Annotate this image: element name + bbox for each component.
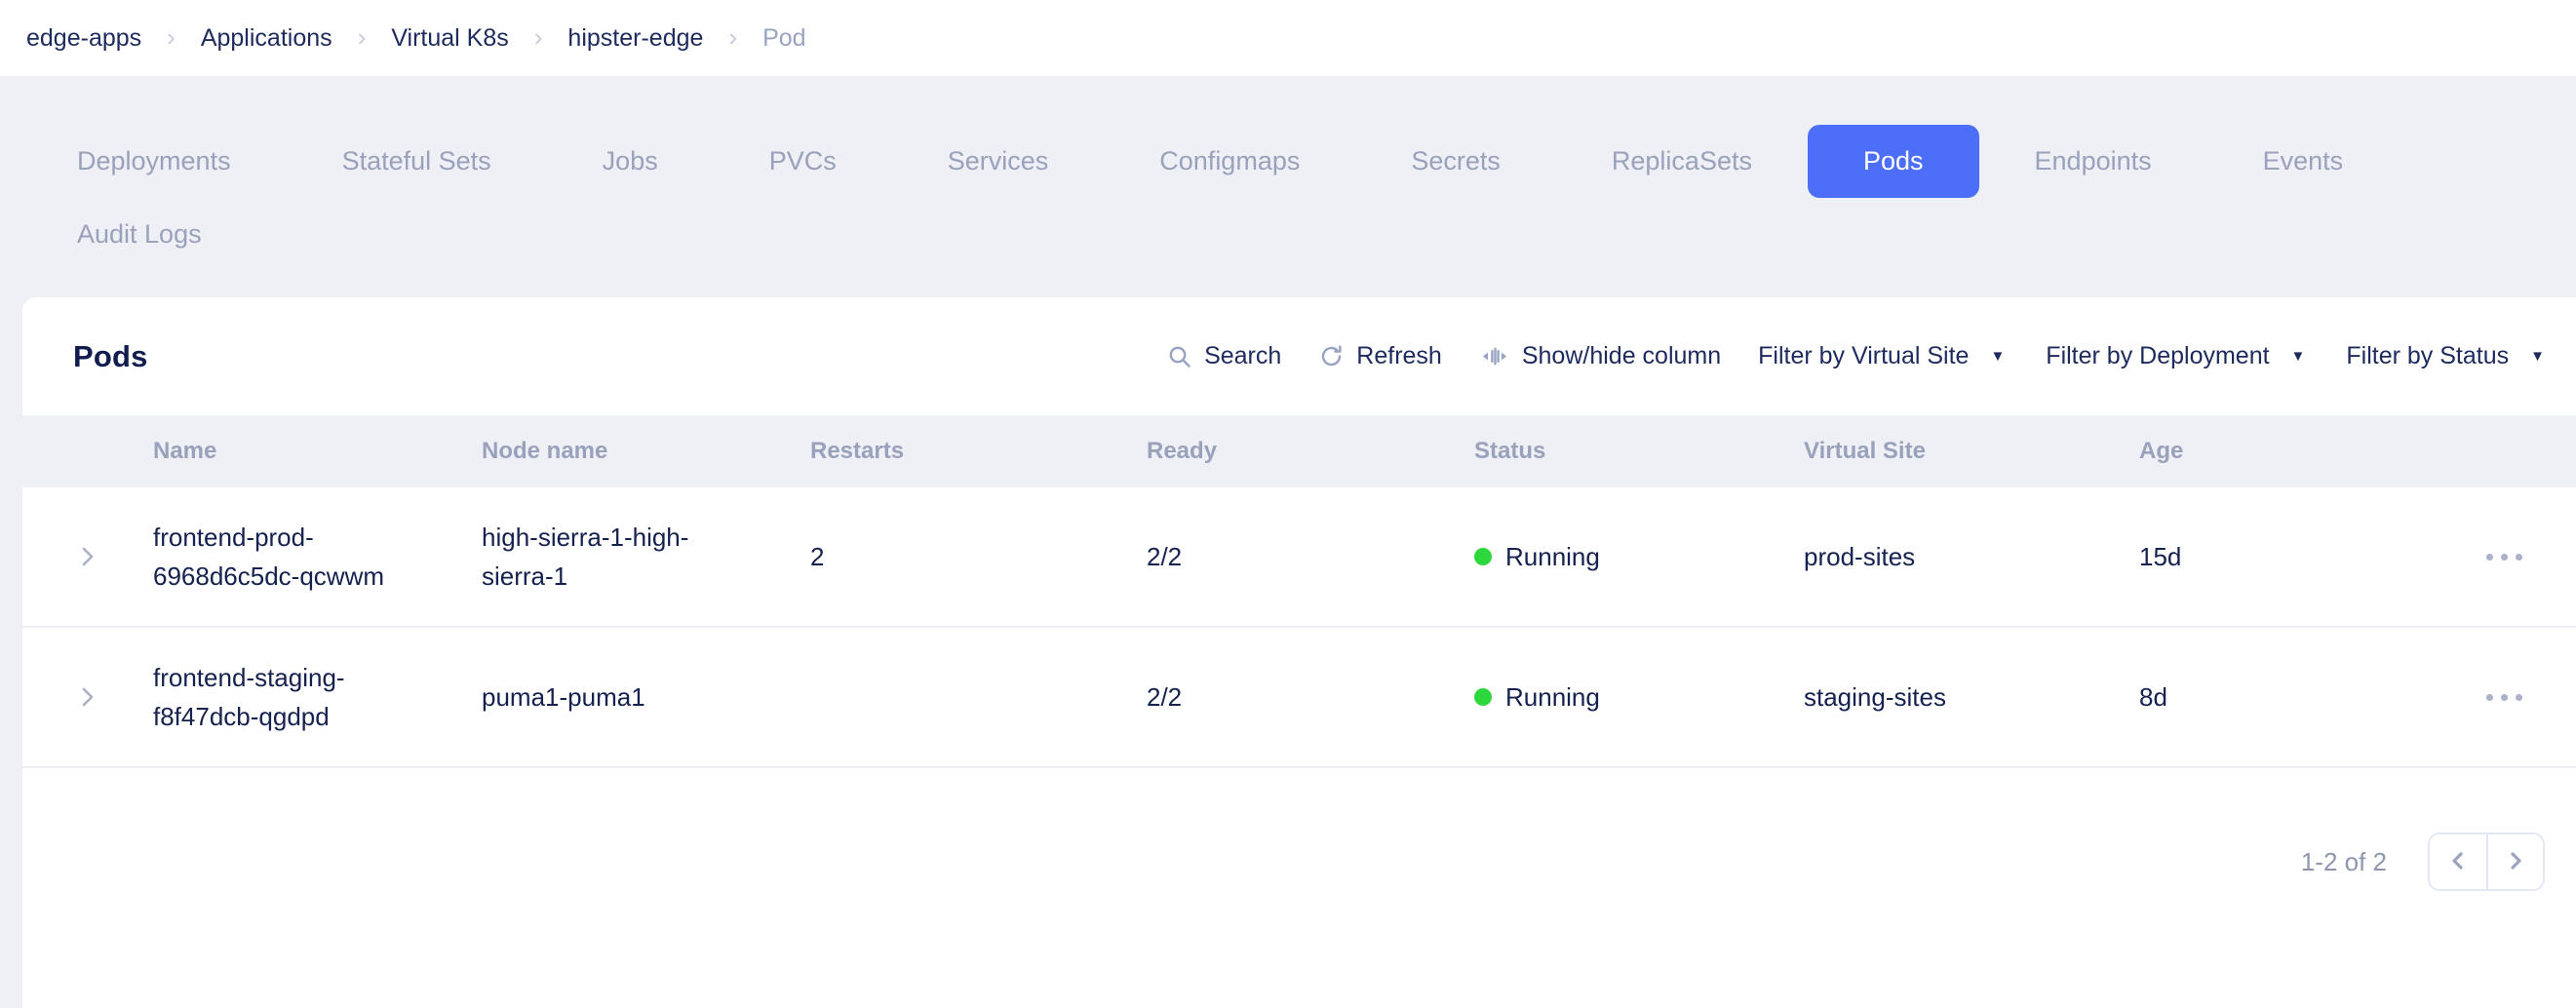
chevron-left-icon [2447, 848, 2469, 876]
filter-by-status-dropdown[interactable]: Filter by Status ▼ [2346, 342, 2545, 370]
breadcrumb-separator-icon: › [533, 21, 543, 52]
status-running-dot-icon [1474, 688, 1492, 706]
search-icon [1167, 344, 1192, 369]
refresh-icon [1318, 343, 1345, 369]
column-header-restarts: Restarts [810, 438, 905, 464]
virtual-site-cell: prod-sites [1804, 541, 1916, 571]
pod-name-cell[interactable]: frontend-staging-f8f47dcb-qgdpd [153, 662, 345, 731]
tab-audit-logs[interactable]: Audit Logs [77, 219, 202, 249]
column-header-status: Status [1474, 438, 1546, 464]
tab-jobs[interactable]: Jobs [602, 146, 658, 175]
status-cell: Running [1474, 542, 1804, 572]
tab-configmaps[interactable]: Configmaps [1159, 146, 1301, 175]
node-name-cell: high-sierra-1-high-sierra-1 [482, 522, 689, 591]
column-header-node-name: Node name [482, 438, 608, 464]
caret-down-icon: ▼ [1990, 348, 2006, 365]
refresh-button[interactable]: Refresh [1318, 342, 1442, 370]
pagination: 1-2 of 2 [22, 833, 2576, 891]
breadcrumb-separator-icon: › [728, 21, 738, 52]
age-cell: 8d [2139, 681, 2167, 712]
prev-page-button[interactable] [2430, 834, 2486, 889]
table-row: frontend-staging-f8f47dcb-qgdpd puma1-pum… [22, 628, 2576, 768]
table-body: frontend-prod-6968d6c5dc-qcwwm high-sierr… [22, 487, 2576, 768]
breadcrumb-item-applications[interactable]: Applications [200, 23, 332, 52]
show-hide-column-icon [1479, 343, 1510, 369]
age-cell: 15d [2139, 541, 2182, 571]
row-actions-menu-icon[interactable] [2432, 553, 2576, 561]
caret-down-icon: ▼ [2290, 348, 2306, 365]
breadcrumb-item-virtual-k8s[interactable]: Virtual K8s [391, 23, 509, 52]
breadcrumb-item-pod: Pod [762, 23, 806, 52]
tab-replicasets[interactable]: ReplicaSets [1611, 146, 1752, 175]
status-label: Running [1505, 681, 1600, 712]
table-row: frontend-prod-6968d6c5dc-qcwwm high-sierr… [22, 487, 2576, 628]
breadcrumb-separator-icon: › [167, 21, 176, 52]
tab-endpoints[interactable]: Endpoints [2034, 146, 2152, 175]
panel-header: Pods Search Refresh [22, 297, 2576, 415]
page-title: Pods [73, 338, 148, 373]
pager-group [2428, 833, 2545, 891]
menu-dot [2500, 693, 2508, 701]
pods-panel: Pods Search Refresh [22, 297, 2576, 1008]
filter-by-virtual-site-dropdown[interactable]: Filter by Virtual Site ▼ [1758, 342, 2005, 370]
next-page-button[interactable] [2486, 834, 2543, 889]
filter-by-deployment-dropdown[interactable]: Filter by Deployment ▼ [2046, 342, 2305, 370]
breadcrumb-item-hipster-edge[interactable]: hipster-edge [567, 23, 704, 52]
menu-dot [2515, 693, 2522, 701]
tab-stateful-sets[interactable]: Stateful Sets [341, 146, 491, 175]
breadcrumb-separator-icon: › [357, 21, 367, 52]
column-header-name: Name [153, 438, 217, 464]
chevron-right-icon [2505, 848, 2526, 876]
row-expander-chevron-icon[interactable] [22, 682, 153, 712]
search-button[interactable]: Search [1167, 342, 1281, 370]
menu-dot [2500, 553, 2508, 561]
tab-services[interactable]: Services [947, 146, 1049, 175]
tab-pvcs[interactable]: PVCs [768, 146, 837, 175]
tab-deployments[interactable]: Deployments [77, 146, 231, 175]
column-header-age: Age [2139, 438, 2184, 464]
row-expander-chevron-icon[interactable] [22, 542, 153, 571]
restarts-cell: 2 [810, 541, 825, 571]
menu-dot [2515, 553, 2522, 561]
row-actions-menu-icon[interactable] [2432, 693, 2576, 701]
status-running-dot-icon [1474, 548, 1492, 565]
virtual-site-cell: staging-sites [1804, 681, 1946, 712]
column-header-ready: Ready [1147, 438, 1218, 464]
refresh-label: Refresh [1356, 342, 1442, 369]
tab-pods[interactable]: Pods [1807, 125, 1979, 198]
show-hide-column-label: Show/hide column [1521, 342, 1722, 369]
filter-label: Filter by Virtual Site [1758, 342, 1970, 369]
show-hide-column-button[interactable]: Show/hide column [1479, 342, 1721, 370]
tab-secrets[interactable]: Secrets [1411, 146, 1501, 175]
table-header: Name Node name Restarts Ready Status Virtual … [22, 415, 2576, 487]
breadcrumb-item-edge-apps[interactable]: edge-apps [26, 23, 142, 52]
table-toolbar: Search Refresh [1167, 342, 2545, 370]
search-label: Search [1204, 342, 1282, 369]
status-label: Running [1505, 541, 1600, 571]
ready-cell: 2/2 [1147, 681, 1183, 712]
status-cell: Running [1474, 682, 1804, 713]
filter-label: Filter by Deployment [2046, 342, 2270, 369]
node-name-cell: puma1-puma1 [482, 681, 645, 712]
resource-tabs: Deployments Stateful Sets Jobs PVCs Services… [21, 125, 2566, 271]
caret-down-icon: ▼ [2530, 348, 2545, 365]
menu-dot [2485, 553, 2493, 561]
menu-dot [2485, 693, 2493, 701]
filter-label: Filter by Status [2346, 342, 2510, 369]
breadcrumb: edge-apps › Applications › Virtual K8s › hipst… [0, 0, 2576, 76]
column-header-virtual-site: Virtual Site [1804, 438, 1926, 464]
ready-cell: 2/2 [1147, 541, 1183, 571]
pagination-range: 1-2 of 2 [2300, 846, 2387, 876]
tab-events[interactable]: Events [2262, 146, 2344, 175]
pod-name-cell[interactable]: frontend-prod-6968d6c5dc-qcwwm [153, 522, 385, 591]
